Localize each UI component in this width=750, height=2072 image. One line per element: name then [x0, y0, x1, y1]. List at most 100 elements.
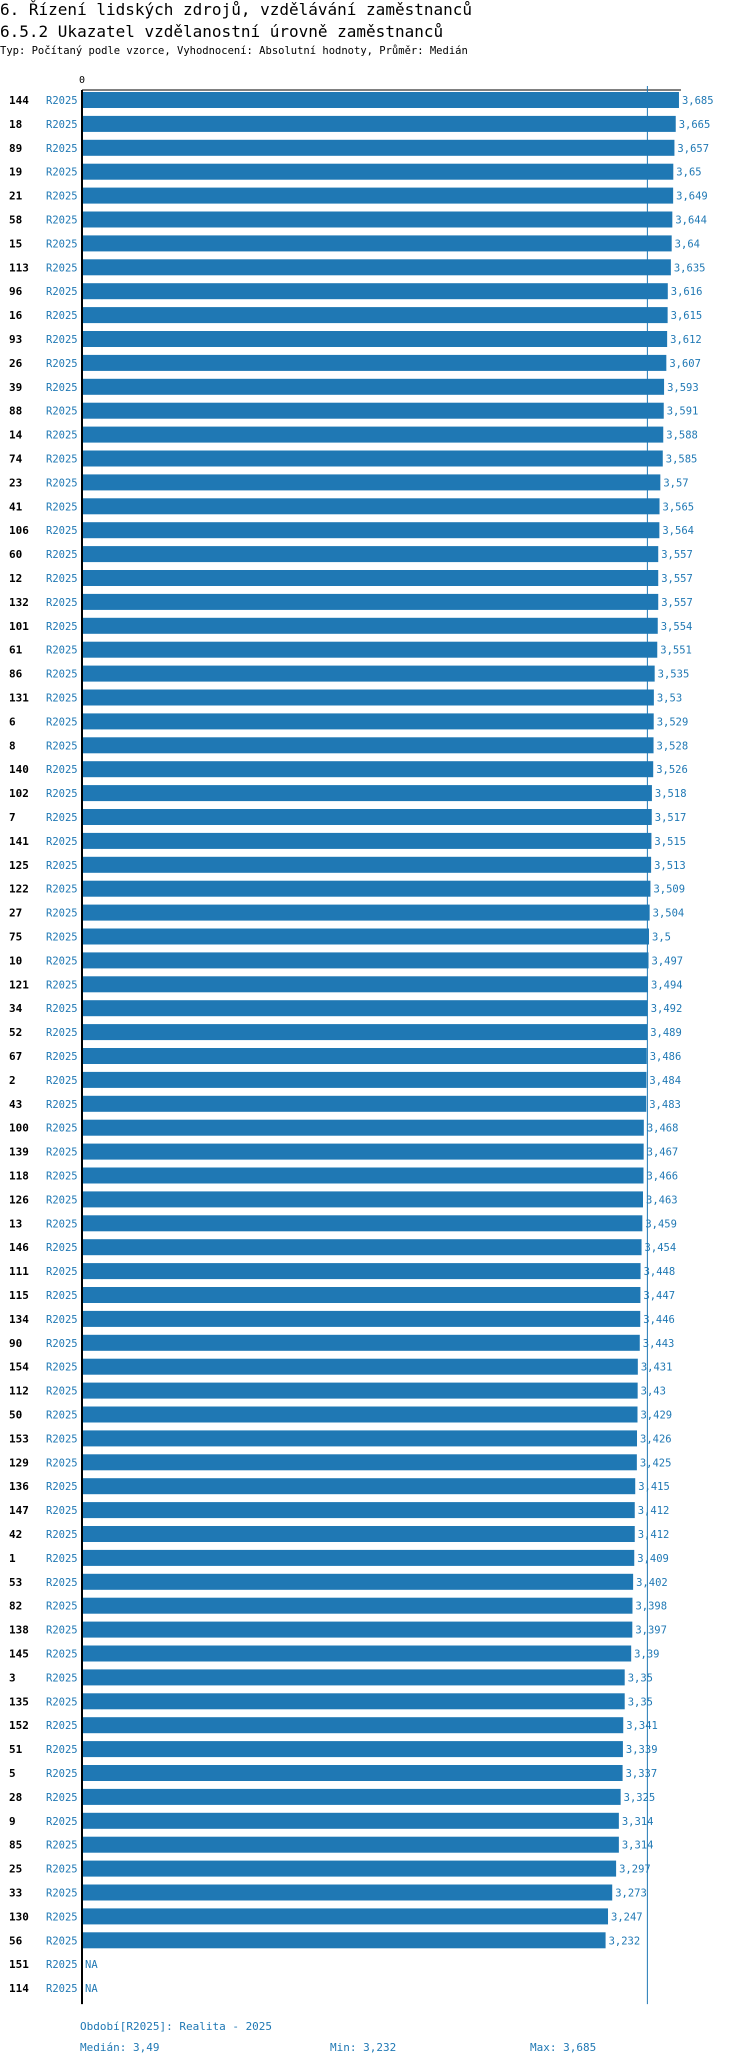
category-label: 39	[9, 381, 22, 394]
category-label: 67	[9, 1050, 22, 1063]
value-label: 3,297	[619, 1864, 651, 1876]
bar	[82, 928, 649, 945]
value-label: 3,635	[674, 262, 706, 274]
value-label: 3,513	[654, 860, 686, 872]
category-label: 88	[9, 405, 22, 418]
value-label: 3,448	[644, 1266, 676, 1278]
value-label: 3,468	[647, 1123, 679, 1135]
category-label: 113	[9, 261, 29, 274]
period-label: R2025	[46, 1242, 78, 1254]
value-label: 3,494	[651, 979, 683, 991]
category-label: 53	[9, 1576, 22, 1589]
value-label: 3,484	[649, 1075, 681, 1087]
bar	[82, 331, 668, 347]
category-label: 106	[9, 524, 29, 537]
bar	[82, 1406, 638, 1423]
value-label: 3,65	[676, 167, 701, 179]
bar	[82, 1645, 632, 1662]
value-label: NA	[85, 1983, 98, 1995]
category-label: 7	[9, 811, 16, 824]
period-label: R2025	[46, 932, 78, 944]
bar	[82, 809, 652, 825]
value-label: 3,398	[635, 1601, 667, 1613]
period-label: R2025	[46, 310, 78, 322]
value-label: 3,339	[626, 1744, 658, 1756]
period-label: R2025	[46, 669, 78, 681]
bar	[82, 139, 675, 156]
bar	[82, 211, 673, 228]
period-label: R2025	[46, 1672, 78, 1684]
bar	[82, 426, 664, 443]
bar	[82, 235, 672, 252]
value-label: 3,314	[622, 1816, 654, 1828]
period-label: R2025	[46, 95, 78, 107]
value-label: 3,557	[661, 549, 693, 561]
value-label: 3,665	[679, 119, 711, 131]
bar	[82, 1430, 638, 1447]
value-label: 3,657	[677, 143, 709, 155]
bar	[82, 1717, 624, 1734]
bar	[82, 522, 660, 539]
period-label: R2025	[46, 1840, 78, 1852]
category-label: 2	[9, 1074, 16, 1087]
bar	[82, 546, 659, 563]
value-label: 3,486	[650, 1051, 682, 1063]
category-label: 154	[9, 1361, 29, 1374]
value-label: 3,526	[656, 764, 688, 776]
period-label: R2025	[46, 1123, 78, 1135]
period-label: R2025	[46, 573, 78, 585]
category-label: 139	[9, 1146, 29, 1159]
bar	[82, 378, 665, 395]
category-label: 115	[9, 1289, 29, 1302]
bar	[82, 1549, 635, 1566]
category-label: 112	[9, 1385, 29, 1398]
bar	[82, 1287, 641, 1303]
value-label: 3,314	[622, 1840, 654, 1852]
bar	[82, 1836, 619, 1853]
bar	[82, 617, 658, 634]
bar	[82, 498, 660, 515]
period-label: R2025	[46, 454, 78, 466]
value-label: 3,459	[645, 1218, 677, 1230]
category-label: 145	[9, 1648, 29, 1661]
period-label: R2025	[46, 430, 78, 442]
value-label: 3,644	[675, 215, 707, 227]
bar	[82, 1310, 641, 1327]
bar	[82, 1215, 643, 1232]
category-label: 25	[9, 1863, 22, 1876]
category-label: 3	[9, 1671, 16, 1684]
x-tick-label: 0	[79, 75, 85, 86]
category-label: 34	[9, 1002, 23, 1015]
value-label: 3,5	[652, 932, 671, 944]
period-label: R2025	[46, 238, 78, 250]
value-label: 3,685	[682, 95, 714, 107]
bar	[82, 1693, 625, 1710]
category-label: 131	[9, 692, 29, 705]
category-label: 130	[9, 1910, 29, 1923]
value-label: 3,504	[653, 908, 685, 920]
category-label: 151	[9, 1958, 29, 1971]
period-label: R2025	[46, 1075, 78, 1087]
section-title: 6. Řízení lidských zdrojů, vzdělávání za…	[0, 0, 473, 19]
value-label: 3,612	[670, 334, 702, 346]
period-label: R2025	[46, 1577, 78, 1589]
bar	[82, 1884, 613, 1901]
period-label: R2025	[46, 836, 78, 848]
period-label: R2025	[46, 1051, 78, 1063]
bar	[82, 1812, 619, 1829]
period-label: R2025	[46, 1935, 78, 1947]
period-label: R2025	[46, 884, 78, 896]
period-label: R2025	[46, 1983, 78, 1995]
value-label: 3,412	[638, 1529, 670, 1541]
category-label: 1	[9, 1552, 16, 1565]
bar	[82, 1573, 634, 1590]
period-legend: Období[R2025]: Realita - 2025	[80, 2020, 273, 2033]
value-label: 3,557	[661, 597, 693, 609]
value-label: 3,554	[661, 621, 693, 633]
category-label: 125	[9, 859, 29, 872]
category-label: 144	[9, 94, 29, 107]
period-label: R2025	[46, 1457, 78, 1469]
period-label: R2025	[46, 1266, 78, 1278]
category-label: 82	[9, 1600, 22, 1613]
category-label: 58	[9, 214, 22, 227]
